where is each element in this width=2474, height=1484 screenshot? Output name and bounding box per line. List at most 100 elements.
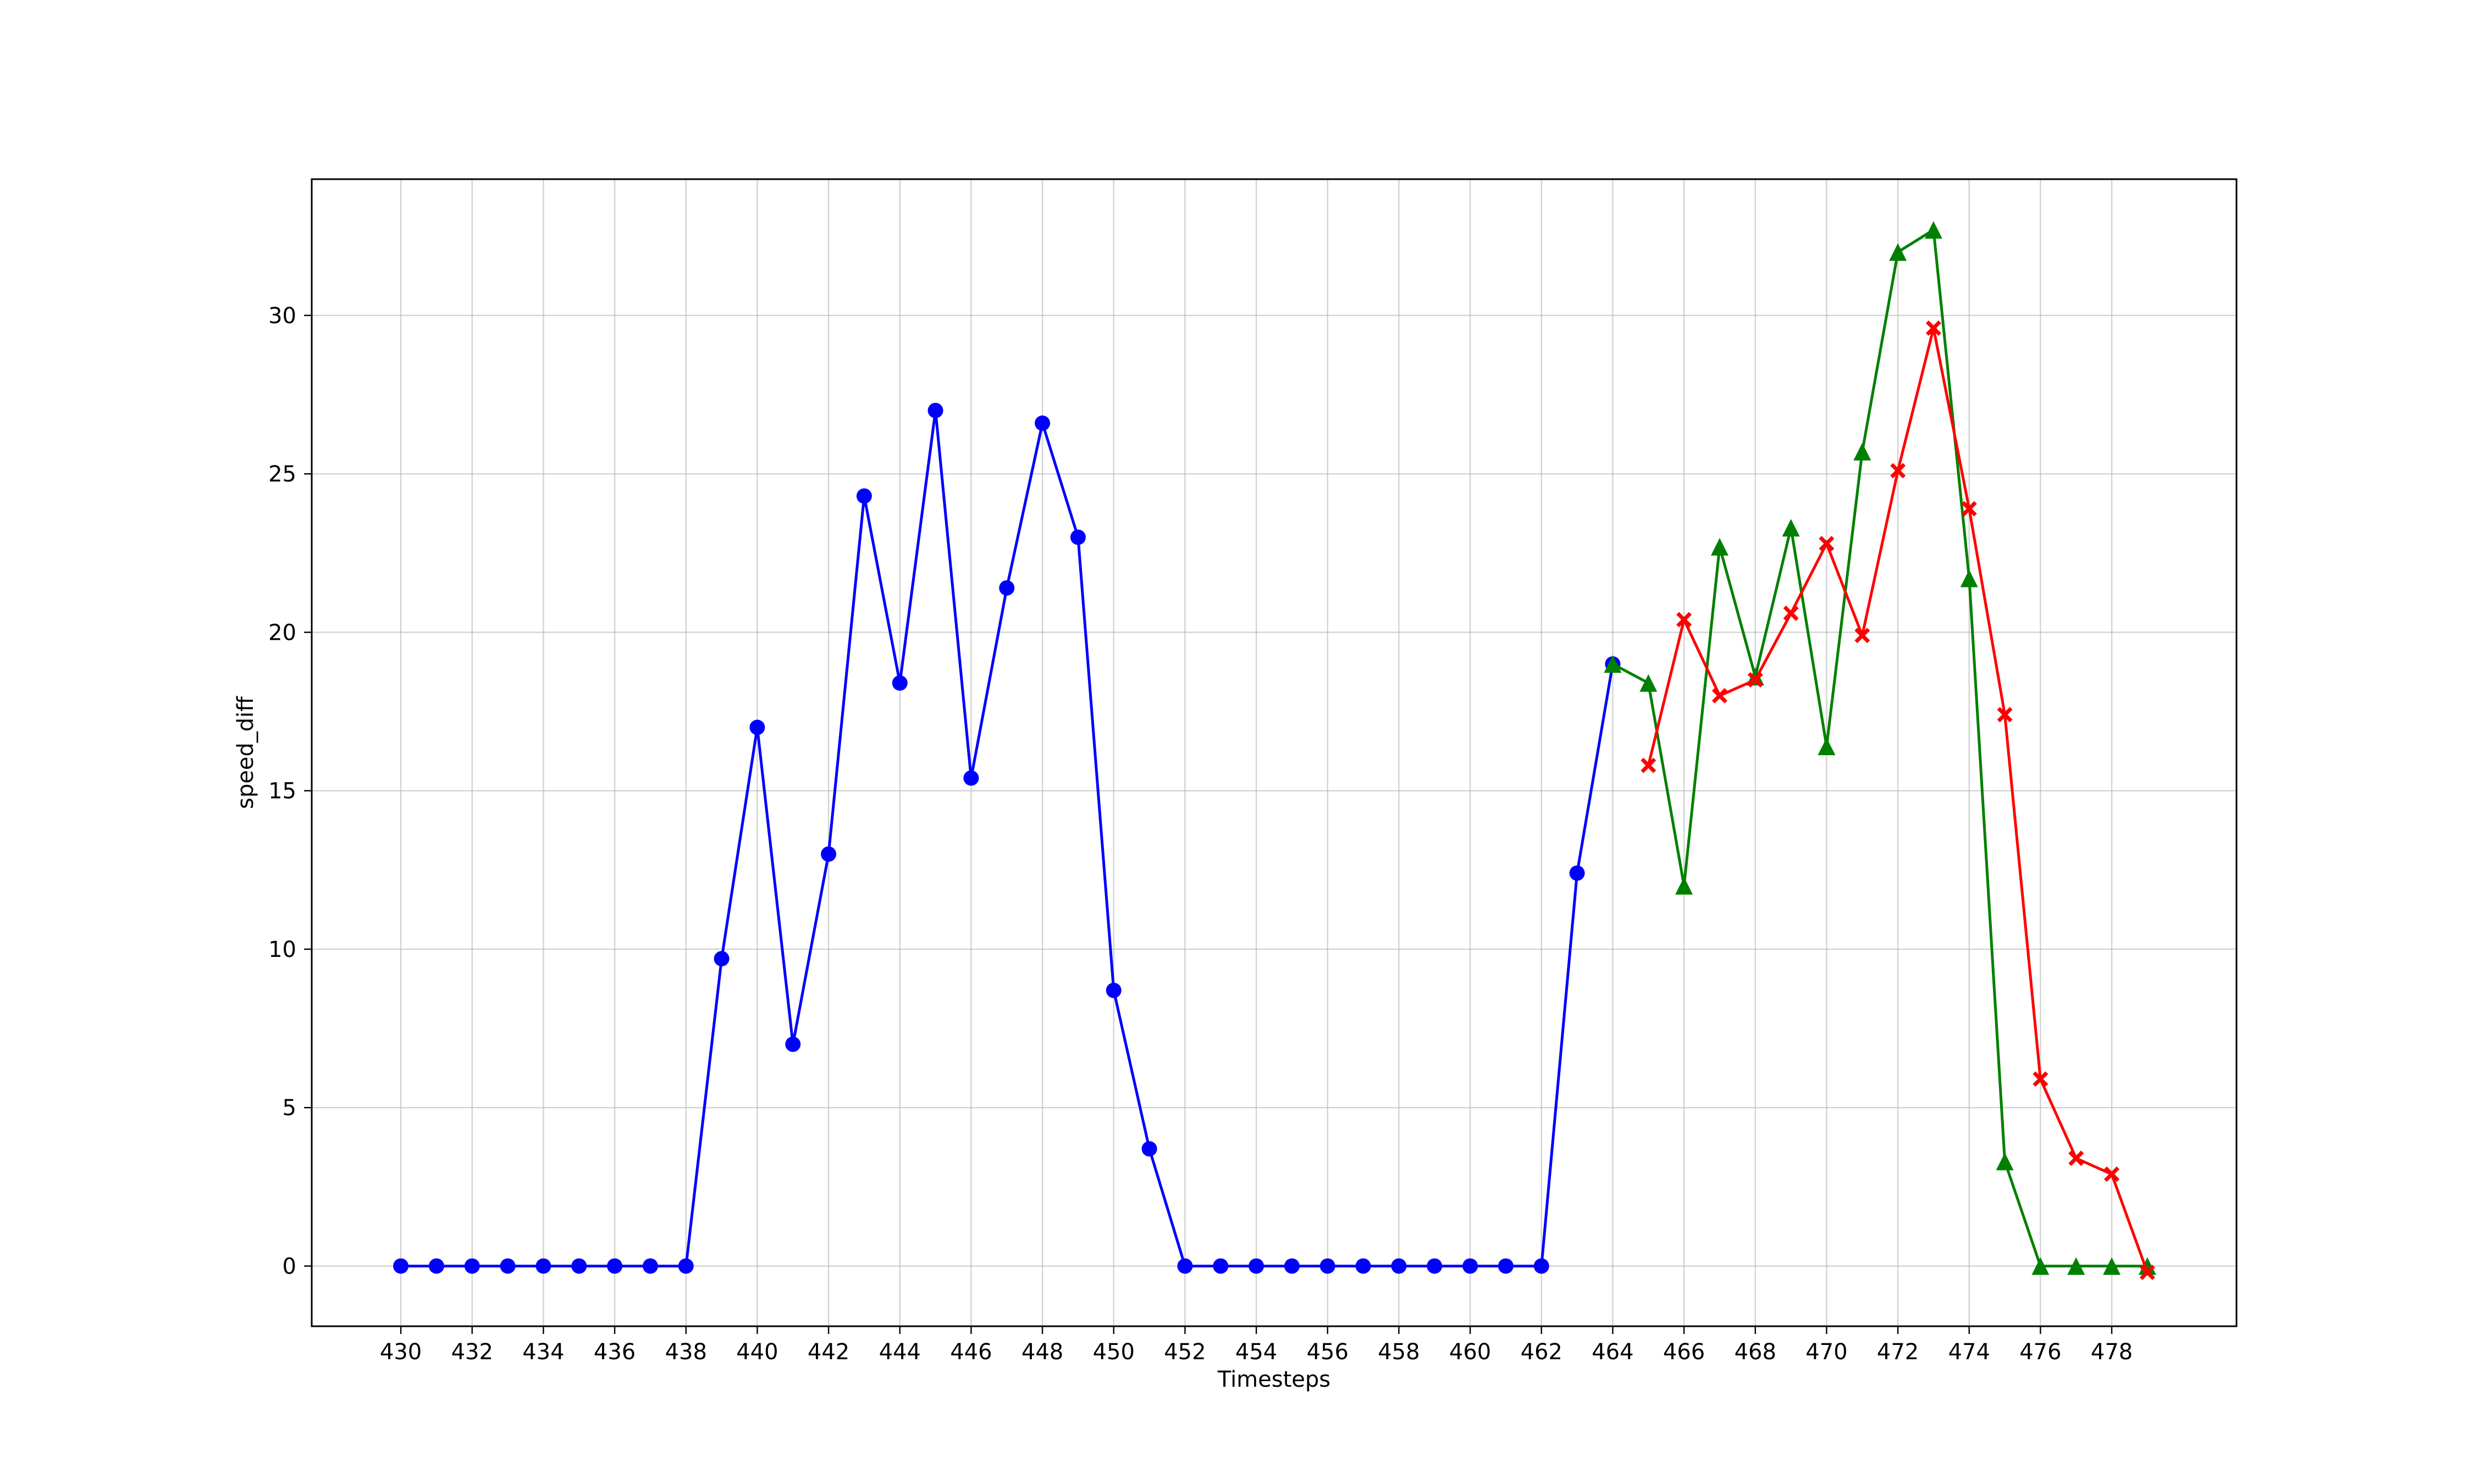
series-red <box>1641 320 2155 1280</box>
data-point <box>2104 1166 2120 1182</box>
data-point <box>1996 1153 2014 1171</box>
data-point <box>607 1258 623 1274</box>
data-point <box>2068 1150 2084 1166</box>
data-point <box>1391 1258 1407 1274</box>
data-point <box>1249 1258 1264 1274</box>
x-tick-label: 438 <box>665 1339 707 1365</box>
data-point <box>428 1258 444 1274</box>
data-point <box>1747 672 1763 688</box>
x-tick-label: 472 <box>1877 1339 1919 1365</box>
data-point <box>1818 737 1836 755</box>
data-point <box>1641 757 1656 773</box>
axis-ticks: 430 432 434 436 438 440 442 444 446 448 450 452 454 4… <box>268 303 2133 1365</box>
data-point <box>821 846 837 862</box>
data-point <box>678 1258 694 1274</box>
y-tick-label: 30 <box>268 303 296 329</box>
data-point <box>1177 1258 1193 1274</box>
data-point <box>1639 674 1658 692</box>
x-tick-label: 468 <box>1735 1339 1776 1365</box>
x-tick-label: 466 <box>1663 1339 1705 1365</box>
data-point <box>2031 1257 2050 1275</box>
data-point <box>1462 1258 1478 1274</box>
data-point <box>999 580 1015 596</box>
x-tick-label: 470 <box>1805 1339 1847 1365</box>
data-point <box>1676 612 1692 628</box>
y-tick-label: 10 <box>268 937 296 962</box>
data-point <box>1427 1258 1443 1274</box>
data-point <box>892 675 908 691</box>
data-point <box>2033 1071 2048 1087</box>
x-tick-label: 462 <box>1521 1339 1562 1365</box>
x-tick-label: 436 <box>594 1339 636 1365</box>
data-point <box>1319 1258 1335 1274</box>
data-point <box>785 1036 801 1052</box>
y-tick-label: 0 <box>283 1254 296 1279</box>
x-tick-label: 476 <box>2019 1339 2061 1365</box>
data-point <box>714 951 730 967</box>
x-tick-label: 452 <box>1164 1339 1206 1365</box>
y-tick-label: 15 <box>268 779 296 804</box>
plot-frame <box>311 178 2238 1327</box>
x-tick-label: 442 <box>808 1339 849 1365</box>
x-tick-label: 440 <box>736 1339 778 1365</box>
data-point <box>1355 1258 1371 1274</box>
data-point <box>856 488 872 504</box>
data-point <box>1284 1258 1300 1274</box>
data-point <box>1498 1258 1514 1274</box>
data-point <box>1710 538 1729 556</box>
x-tick-label: 450 <box>1093 1339 1135 1365</box>
x-tick-label: 430 <box>380 1339 422 1365</box>
data-point <box>393 1258 409 1274</box>
data-point <box>1924 221 1942 239</box>
grid-lines <box>312 179 2236 1326</box>
data-point <box>1997 707 2013 723</box>
y-tick-label: 20 <box>268 620 296 645</box>
data-point <box>500 1258 516 1274</box>
y-tick-label: 5 <box>283 1095 296 1121</box>
data-point <box>1675 877 1693 895</box>
x-tick-label: 456 <box>1307 1339 1349 1365</box>
data-point <box>1604 655 1622 673</box>
data-point <box>1106 982 1122 998</box>
data-point <box>749 719 765 735</box>
data-point <box>535 1258 551 1274</box>
x-tick-label: 474 <box>1948 1339 1990 1365</box>
x-tick-label: 478 <box>2091 1339 2133 1365</box>
x-tick-label: 434 <box>522 1339 564 1365</box>
x-tick-label: 460 <box>1449 1339 1491 1365</box>
data-point <box>1533 1258 1549 1274</box>
data-point <box>1213 1258 1229 1274</box>
data-point <box>1890 463 1906 479</box>
series-line-blue <box>401 409 1614 1267</box>
data-point <box>1853 442 1871 461</box>
series-line-green <box>1612 228 2147 1267</box>
data-point <box>927 402 943 418</box>
data-point <box>963 770 979 786</box>
x-tick-label: 446 <box>950 1339 992 1365</box>
x-tick-label: 444 <box>879 1339 921 1365</box>
series-green <box>1604 221 2156 1275</box>
data-point <box>571 1258 587 1274</box>
data-point <box>1960 569 1978 588</box>
x-tick-label: 458 <box>1378 1339 1420 1365</box>
data-point <box>1819 536 1835 551</box>
y-tick-label: 25 <box>268 462 296 487</box>
x-axis-label: Timesteps <box>1217 1367 1330 1392</box>
data-point <box>1889 243 1907 261</box>
data-point <box>2139 1265 2155 1280</box>
y-axis-label: speed_diff <box>233 696 258 809</box>
x-tick-label: 464 <box>1592 1339 1633 1365</box>
data-point <box>2067 1257 2085 1275</box>
data-point <box>1711 688 1727 704</box>
x-tick-label: 448 <box>1021 1339 1063 1365</box>
data-point <box>1783 605 1799 621</box>
data-point <box>1141 1141 1157 1157</box>
x-tick-label: 454 <box>1235 1339 1277 1365</box>
data-point <box>642 1258 658 1274</box>
data-point <box>2103 1257 2121 1275</box>
data-point <box>464 1258 480 1274</box>
data-point <box>1782 519 1800 537</box>
data-point <box>1035 415 1051 431</box>
data-point <box>1569 865 1585 881</box>
